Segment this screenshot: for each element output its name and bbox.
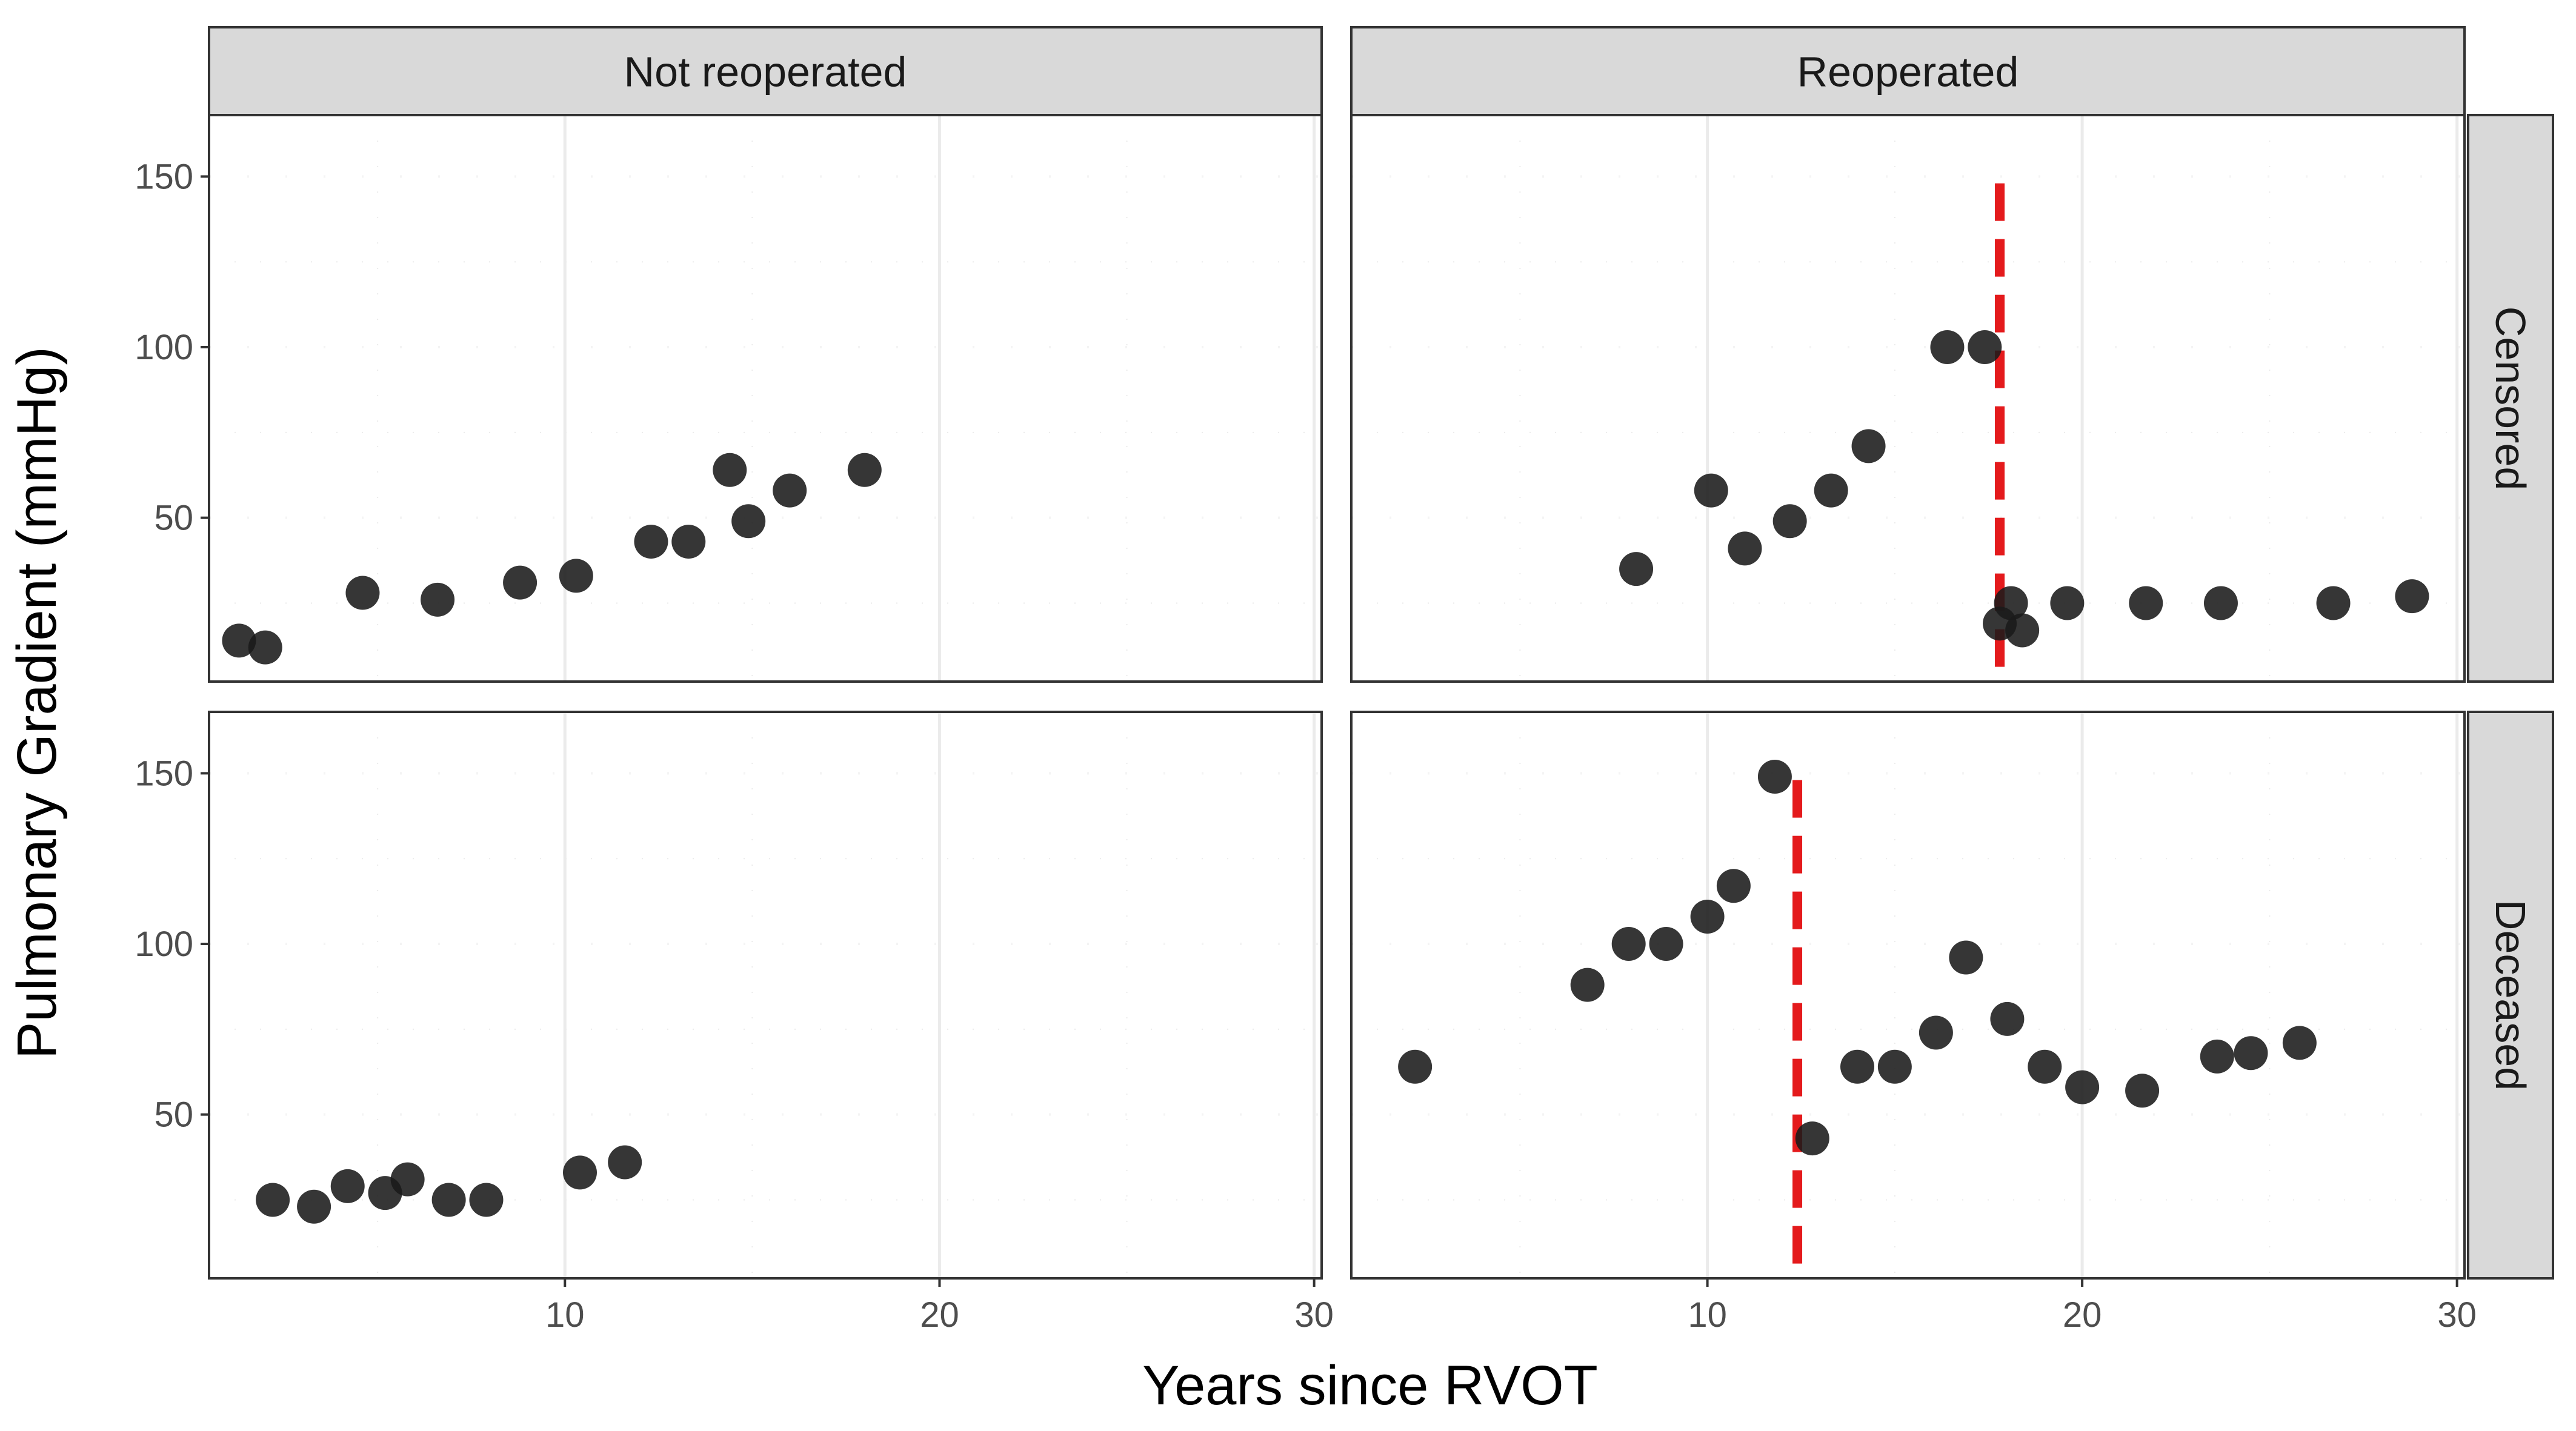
data-point <box>2005 613 2040 648</box>
panel-reoperated-censored <box>1350 114 2466 683</box>
data-point <box>731 504 766 539</box>
data-point <box>330 1169 365 1203</box>
data-point <box>297 1189 331 1224</box>
data-point <box>1968 330 2002 365</box>
data-point <box>1919 1015 1953 1050</box>
data-point <box>563 1155 597 1190</box>
x-tick-label: 20 <box>920 1295 959 1335</box>
strip-label-deceased: Deceased <box>2487 900 2534 1091</box>
y-tick-label: 150 <box>135 754 193 793</box>
panel-background <box>1351 712 2465 1278</box>
data-point <box>345 576 380 610</box>
data-point <box>2065 1070 2100 1104</box>
data-point <box>634 525 668 559</box>
panel-border <box>1350 114 2466 683</box>
x-tick-label: 10 <box>1688 1295 1727 1335</box>
x-tick-label: 30 <box>2437 1295 2477 1335</box>
panel-background <box>209 115 1322 682</box>
panel-not-reoperated-censored: 50 100 150 <box>135 114 1323 683</box>
data-point <box>608 1145 642 1180</box>
x-tick-label: 30 <box>1294 1295 1334 1335</box>
data-point <box>1795 1121 1829 1156</box>
data-point <box>1728 531 1762 566</box>
data-point <box>1611 927 1646 961</box>
data-point <box>1840 1049 1874 1084</box>
x-axis-title: Years since RVOT <box>1142 1355 1598 1416</box>
panel-background <box>1351 115 2465 682</box>
data-point <box>2395 579 2429 614</box>
y-tick-label: 100 <box>135 328 193 367</box>
data-point <box>1757 760 1792 794</box>
data-point <box>2316 586 2351 620</box>
data-point <box>1990 1001 2025 1036</box>
data-point <box>256 1183 290 1217</box>
data-point <box>431 1183 466 1217</box>
data-point <box>1772 504 1807 539</box>
data-point <box>773 473 807 508</box>
data-point <box>847 453 882 487</box>
data-point <box>2234 1036 2268 1071</box>
data-point <box>2200 1039 2234 1074</box>
y-tick-label: 100 <box>135 925 193 964</box>
panel-border <box>1350 711 2466 1280</box>
data-point <box>1994 586 2028 620</box>
data-point <box>222 623 256 658</box>
strip-label-reoperated: Reoperated <box>1797 48 2019 96</box>
data-point <box>1398 1049 1433 1084</box>
data-point <box>390 1162 425 1197</box>
strip-censored <box>2467 114 2554 683</box>
y-tick-label: 50 <box>154 499 193 538</box>
data-point <box>671 525 706 559</box>
data-point <box>2282 1026 2317 1060</box>
data-point <box>2203 586 2238 620</box>
strip-label-not-reoperated: Not reoperated <box>624 48 907 96</box>
data-point <box>1949 940 1983 975</box>
panel-not-reoperated-deceased: 50 100 150 10 20 30 <box>135 711 1334 1335</box>
strip-reoperated <box>1350 26 2466 116</box>
data-point <box>1716 869 1751 903</box>
data-point <box>469 1183 504 1217</box>
data-point <box>1814 473 1848 508</box>
data-point <box>1649 927 1683 961</box>
data-point <box>1690 899 1725 934</box>
strip-label-censored: Censored <box>2487 307 2534 491</box>
data-point <box>2125 1074 2160 1108</box>
y-tick-label: 150 <box>135 157 193 196</box>
data-point <box>1851 429 1886 463</box>
data-point <box>1619 552 1654 586</box>
data-point <box>1694 473 1728 508</box>
data-point <box>1877 1049 1912 1084</box>
panel-border <box>208 711 1323 1280</box>
data-point <box>248 630 282 665</box>
data-point <box>2129 586 2163 620</box>
data-point <box>559 559 593 593</box>
strip-deceased <box>2467 711 2554 1280</box>
data-point <box>713 453 747 487</box>
y-tick-label: 50 <box>154 1095 193 1135</box>
data-point <box>503 565 537 600</box>
x-tick-label: 20 <box>2063 1295 2102 1335</box>
panel-border <box>208 114 1323 683</box>
panel-reoperated-deceased: 10 20 30 <box>1350 711 2477 1335</box>
strip-not-reoperated <box>208 26 1323 116</box>
data-point <box>2028 1049 2062 1084</box>
data-point <box>1570 968 1605 1002</box>
x-tick-label: 10 <box>545 1295 585 1335</box>
data-point <box>421 582 455 617</box>
y-axis-title: Pulmonary Gradient (mmHg) <box>6 347 68 1059</box>
data-point <box>1930 330 1965 365</box>
data-point <box>2050 586 2085 620</box>
